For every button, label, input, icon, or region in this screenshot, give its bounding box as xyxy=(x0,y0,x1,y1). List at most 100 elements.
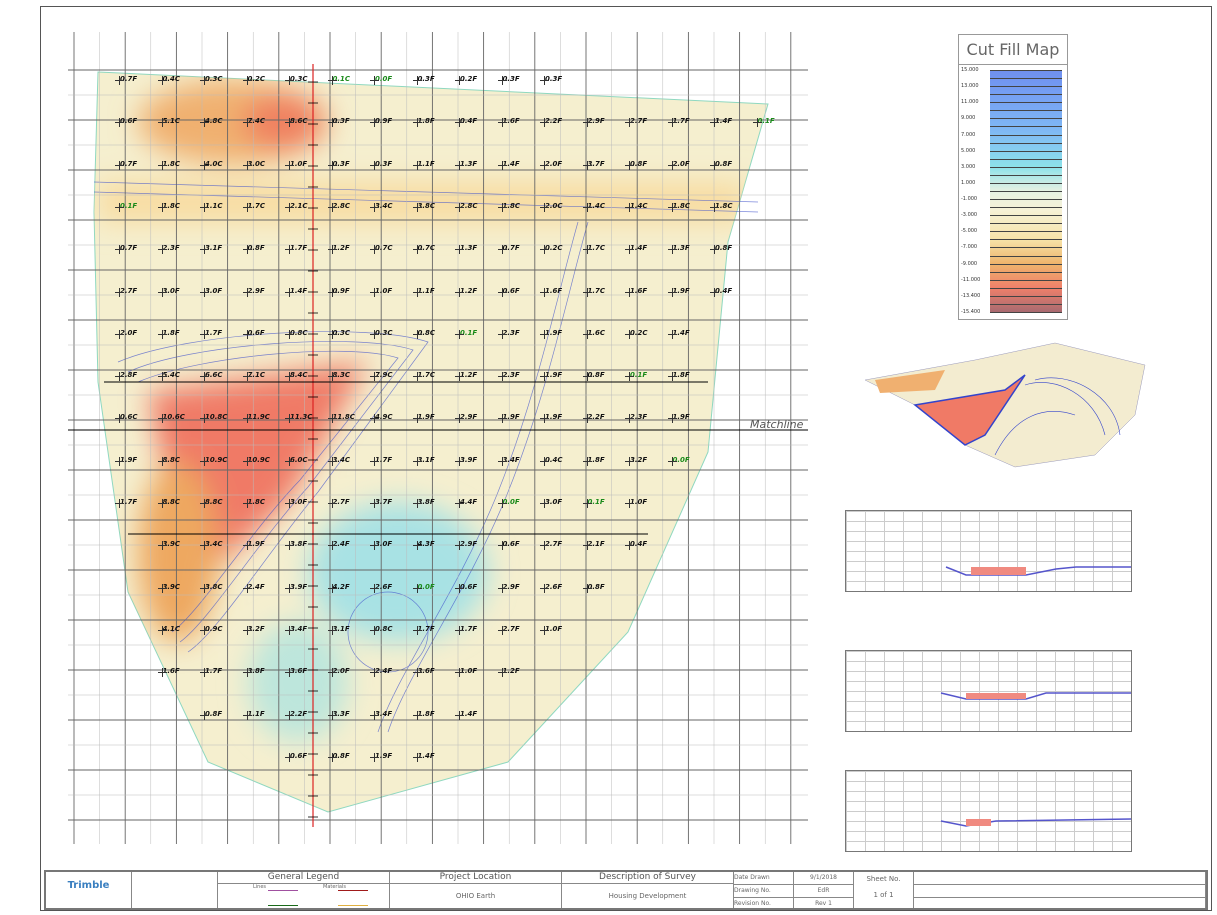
cut-fill-value: 1.8C xyxy=(242,498,266,508)
cut-fill-value: 0.8F xyxy=(709,159,733,170)
cut-fill-value: 3.8F xyxy=(242,667,265,678)
cut-fill-value: 0.3C xyxy=(327,328,351,339)
legend-band-line xyxy=(990,182,1062,184)
cut-fill-value: 1.8C xyxy=(157,159,181,170)
cut-fill-value: 3.2F xyxy=(624,455,648,466)
cross-section-3 xyxy=(845,770,1132,852)
cut-fill-value: 0.8F xyxy=(582,582,605,593)
cut-fill-value: 2.0C xyxy=(540,201,563,212)
cut-fill-value: 1.7F xyxy=(114,498,138,508)
cut-fill-value: 0.4C xyxy=(540,455,563,466)
cut-fill-value: 3.8C xyxy=(412,201,436,212)
cut-fill-value: 3.1F xyxy=(199,244,223,255)
cut-fill-value: 4.9C xyxy=(370,413,393,424)
legend-value: -5.000 xyxy=(961,228,978,235)
cut-fill-value: 2.3F xyxy=(624,413,648,424)
legend-band-line xyxy=(990,102,1062,104)
legend-band-line xyxy=(990,207,1062,209)
description-value: Housing Development xyxy=(608,892,687,900)
cut-fill-value: 3.9F xyxy=(284,582,308,593)
cut-fill-value: 0.3C xyxy=(370,328,393,339)
cut-fill-value: 2.8C xyxy=(327,201,351,212)
cut-fill-value: 3.0F xyxy=(284,498,308,508)
cut-fill-value: 6.0C xyxy=(285,455,308,466)
cut-fill-value: 0.8F xyxy=(624,159,648,170)
cut-fill-value: 0.6F xyxy=(284,751,308,762)
cut-fill-value: 11.9C xyxy=(242,413,270,424)
date-drawn-label: Date Drawn xyxy=(734,872,793,885)
cut-fill-value: 1.9F xyxy=(114,455,138,466)
cut-fill-value: 0.8F xyxy=(327,751,350,762)
cut-fill-value: 10.8C xyxy=(199,413,228,424)
info-labels-cell: Date Drawn Drawing No. Revision No. xyxy=(734,872,794,908)
cut-fill-value: 3.4C xyxy=(200,540,223,551)
cut-fill-value: 0.3F xyxy=(412,75,435,85)
legend-value: 7.000 xyxy=(961,131,976,138)
cut-fill-value: 4.3F xyxy=(412,540,435,551)
legend-value: 9.000 xyxy=(961,115,976,122)
cut-fill-value: 0.7F xyxy=(497,244,520,255)
legend-band-line xyxy=(990,126,1062,128)
cut-fill-value: 6.6C xyxy=(200,371,223,382)
cut-fill-value: 0.8F xyxy=(199,709,223,720)
cut-fill-value: 1.7C xyxy=(582,244,606,255)
cut-fill-value: 0.3F xyxy=(539,75,563,85)
cut-fill-value: 2.7F xyxy=(539,540,563,551)
legend-band-line xyxy=(990,86,1062,88)
cut-fill-value: 1.6F xyxy=(624,286,648,297)
legend-value: -3.000 xyxy=(961,212,978,219)
legend-band-line xyxy=(990,271,1062,273)
cut-fill-value: 0.1C xyxy=(327,75,351,85)
company-address-cell xyxy=(132,872,218,908)
cut-fill-value: 3.0F xyxy=(539,498,563,508)
trimble-logo: Trimble xyxy=(67,880,110,891)
legend-value: -15.400 xyxy=(961,309,981,315)
matchline-label: Matchline xyxy=(750,418,804,431)
legend-band-line xyxy=(990,295,1062,297)
cut-fill-value: 1.6F xyxy=(539,286,563,297)
cut-fill-value: 0.3C xyxy=(285,75,308,85)
legend-band-line xyxy=(990,70,1062,71)
cut-fill-value: 0.6F xyxy=(114,117,138,128)
cut-fill-value: 3.0F xyxy=(157,286,180,297)
legend-band-line xyxy=(990,239,1062,241)
cut-fill-value: 8.8C xyxy=(157,455,181,466)
cut-fill-value: 3.8C xyxy=(200,582,223,593)
legend-color-ramp xyxy=(990,70,1062,313)
cut-fill-value: 3.1F xyxy=(327,624,350,635)
cut-fill-value: 0.1F xyxy=(752,117,775,128)
cut-fill-value: 1.8F xyxy=(667,371,690,382)
legend-band-line xyxy=(990,142,1062,144)
cut-fill-value: 1.2F xyxy=(497,667,520,678)
cut-fill-value: 3.4F xyxy=(369,709,393,720)
cut-fill-value: 0.2C xyxy=(540,244,563,255)
cut-fill-value: 1.7F xyxy=(667,117,690,128)
cut-fill-value: 1.2F xyxy=(454,371,478,382)
cut-fill-value: 1.7C xyxy=(582,286,606,297)
legend-band-line xyxy=(990,263,1062,265)
legend-value: -13.400 xyxy=(961,292,981,299)
cut-fill-value: 1.4F xyxy=(709,117,733,128)
legend-value: -1.000 xyxy=(961,196,978,203)
sheet-no-label: Sheet No. xyxy=(866,875,901,883)
sheet-no-cell: Sheet No. 1 of 1 xyxy=(854,872,914,908)
description-cell: Description of Survey Housing Development xyxy=(562,872,734,908)
cut-fill-value: 1.9F xyxy=(539,413,563,424)
legend-band-line xyxy=(990,158,1062,160)
cut-fill-value: 1.8C xyxy=(710,201,733,212)
cut-fill-value: 0.6F xyxy=(497,286,520,297)
cut-fill-value: 2.4F xyxy=(242,582,265,593)
revision-no-value: Rev 1 xyxy=(815,900,832,907)
3d-surface-view xyxy=(864,342,1146,468)
cut-fill-value: 0.7C xyxy=(412,244,436,255)
cut-fill-value: 0.4F xyxy=(624,540,648,551)
legend-band-line xyxy=(990,191,1062,192)
cut-fill-value: 0.1F xyxy=(624,371,648,382)
cut-fill-value: 7.4C xyxy=(242,117,266,128)
cut-fill-value: 1.8F xyxy=(157,328,180,339)
legend-value: -11.000 xyxy=(961,276,981,283)
cut-fill-value: 3.7F xyxy=(582,159,605,170)
cut-fill-value: 3.1F xyxy=(412,455,435,466)
cut-fill-value: 1.8F xyxy=(412,117,435,128)
cut-fill-value: 0.2F xyxy=(454,75,478,85)
